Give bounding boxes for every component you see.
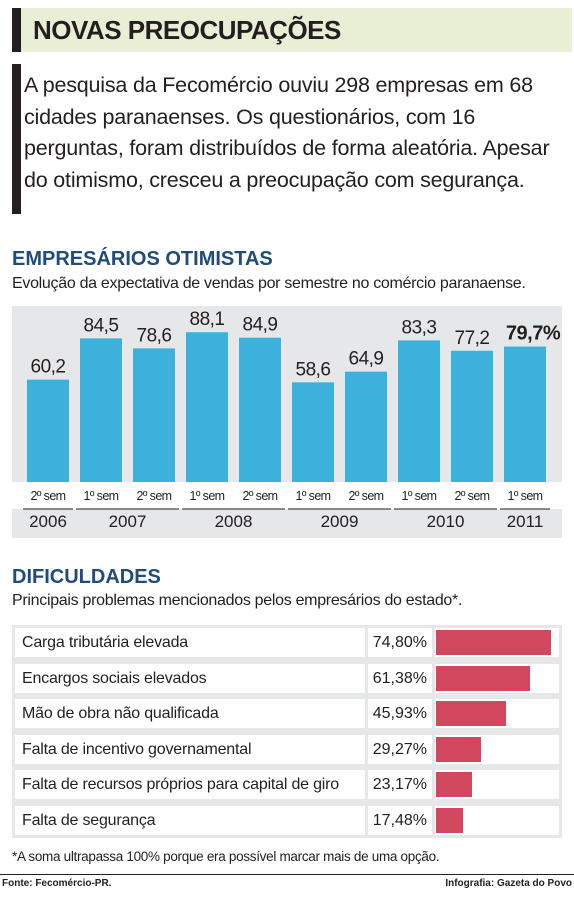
year-label-3: 2009 bbox=[321, 512, 359, 531]
table-row: Falta de segurança 17,48% bbox=[12, 803, 562, 839]
bar-2 bbox=[133, 348, 175, 482]
difficulty-label-1: Encargos sociais elevados bbox=[15, 663, 365, 693]
difficulty-bar-cell-2 bbox=[435, 699, 559, 728]
page-title: NOVAS PREOCUPAÇÕES bbox=[33, 15, 341, 45]
difficulty-bar-1 bbox=[436, 665, 531, 691]
bar-4 bbox=[239, 337, 281, 482]
difficulty-value-3: 29,27% bbox=[368, 734, 432, 764]
difficulty-bar-cell-5 bbox=[435, 805, 559, 835]
difficulty-value-1: 61,38% bbox=[368, 663, 432, 693]
year-label-5: 2011 bbox=[507, 512, 544, 531]
difficulty-label-4: Falta de recursos próprios para capital … bbox=[15, 770, 365, 799]
semester-label-9: 1º sem bbox=[507, 489, 542, 503]
bar-value-label-9: 79,7% bbox=[506, 323, 561, 345]
bar-chart-svg: 60,2 2º sem 84,5 1º sem 78,6 2º sem 88,1 1º sem… bbox=[12, 309, 562, 531]
semester-label-1: 1º sem bbox=[83, 489, 118, 503]
difficulties-table: Carga tributária elevada 74,80% Encargos s… bbox=[12, 625, 562, 838]
difficulty-bar-cell-1 bbox=[435, 663, 559, 693]
semester-label-5: 1º sem bbox=[295, 489, 330, 503]
bar-value-label-6: 64,9 bbox=[349, 349, 384, 370]
bar-0 bbox=[27, 379, 69, 482]
difficulty-label-3: Falta de incentivo governamental bbox=[15, 734, 365, 764]
table-title: DIFICULDADES bbox=[12, 566, 161, 588]
bar-1 bbox=[80, 338, 122, 482]
table-row: Falta de recursos próprios para capital … bbox=[12, 767, 562, 803]
bar-value-label-8: 77,2 bbox=[455, 328, 490, 349]
table-row: Carga tributária elevada 74,80% bbox=[12, 625, 562, 661]
difficulty-value-2: 45,93% bbox=[368, 699, 432, 728]
semester-label-strip bbox=[12, 482, 562, 509]
bar-9 bbox=[504, 346, 546, 482]
difficulty-value-0: 74,80% bbox=[368, 628, 432, 657]
footnote: *A soma ultrapassa 100% porque era possí… bbox=[12, 849, 440, 864]
semester-label-8: 2º sem bbox=[454, 489, 489, 503]
table-subtitle: Principais problemas mencionados pelos e… bbox=[12, 592, 463, 609]
year-label-0: 2006 bbox=[29, 512, 67, 531]
year-label-4: 2010 bbox=[427, 512, 465, 531]
table-row: Falta de incentivo governamental 29,27% bbox=[12, 732, 562, 768]
chart-subtitle: Evolução da expectativa de vendas por se… bbox=[12, 275, 526, 292]
intro-accent-bar bbox=[12, 64, 21, 214]
bar-value-label-2: 78,6 bbox=[137, 325, 172, 346]
difficulty-bar-cell-0 bbox=[435, 628, 559, 657]
source-credit: Fonte: Fecomércio-PR. bbox=[2, 878, 112, 889]
footer-divider bbox=[0, 874, 574, 875]
bar-value-label-0: 60,2 bbox=[31, 357, 66, 378]
bar-value-label-7: 83,3 bbox=[402, 317, 437, 338]
difficulty-bar-4 bbox=[436, 772, 472, 797]
semester-label-6: 2º sem bbox=[348, 489, 383, 503]
difficulty-label-2: Mão de obra não qualificada bbox=[15, 699, 365, 728]
year-label-1: 2007 bbox=[109, 512, 147, 531]
bar-value-label-4: 84,9 bbox=[243, 315, 278, 336]
bar-5 bbox=[292, 382, 334, 482]
bar-value-label-1: 84,5 bbox=[84, 315, 119, 336]
semester-label-2: 2º sem bbox=[136, 489, 171, 503]
difficulty-label-0: Carga tributária elevada bbox=[15, 628, 365, 657]
bar-3 bbox=[186, 332, 228, 482]
difficulty-bar-3 bbox=[436, 736, 481, 762]
semester-label-0: 2º sem bbox=[30, 489, 65, 503]
difficulty-value-5: 17,48% bbox=[368, 805, 432, 835]
difficulty-bar-cell-4 bbox=[435, 770, 559, 799]
semester-label-3: 1º sem bbox=[189, 489, 224, 503]
intro-text: A pesquisa da Fecomércio ouviu 298 empre… bbox=[24, 73, 550, 192]
bar-8 bbox=[451, 350, 493, 482]
infographic-credit: Infografia: Gazeta do Povo bbox=[445, 878, 572, 889]
bar-value-label-5: 58,6 bbox=[296, 359, 331, 380]
semester-label-7: 1º sem bbox=[401, 489, 436, 503]
bar-7 bbox=[398, 340, 440, 482]
difficulty-value-4: 23,17% bbox=[368, 770, 432, 799]
difficulty-bar-cell-3 bbox=[435, 734, 559, 764]
header-banner: NOVAS PREOCUPAÇÕES bbox=[12, 8, 572, 52]
chart-title: EMPRESÁRIOS OTIMISTAS bbox=[12, 248, 273, 270]
table-row: Encargos sociais elevados 61,38% bbox=[12, 661, 562, 697]
bar-value-label-3: 88,1 bbox=[190, 309, 225, 330]
difficulty-label-5: Falta de segurança bbox=[15, 805, 365, 835]
bar-chart: 60,2 2º sem 84,5 1º sem 78,6 2º sem 88,1 1º sem… bbox=[12, 306, 562, 538]
table-row: Mão de obra não qualificada 45,93% bbox=[12, 696, 562, 732]
semester-label-4: 2º sem bbox=[242, 489, 277, 503]
difficulty-bar-2 bbox=[436, 701, 507, 726]
difficulty-bar-5 bbox=[436, 807, 463, 833]
difficulty-bar-0 bbox=[436, 630, 551, 655]
bar-6 bbox=[345, 371, 387, 482]
year-label-2: 2008 bbox=[215, 512, 253, 531]
